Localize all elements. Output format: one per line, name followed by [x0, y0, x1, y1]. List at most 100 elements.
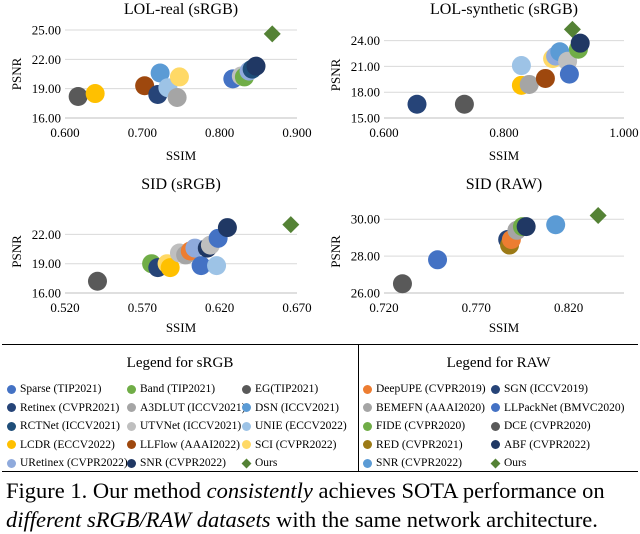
legend-label: DSN (ICCV2021) — [255, 401, 340, 414]
legend-label: SNR (CVPR2022) — [376, 457, 462, 469]
chart-2: LOL-synthetic (sRGB) 15.00 18.00 21.00 24.00… — [328, 1, 639, 163]
srgb-legend-item: DSN (ICCV2021) — [242, 402, 339, 414]
legend-label: LLPackNet (BMVC2020) — [504, 401, 625, 414]
legend-label: A3DLUT (ICCV2021) — [140, 401, 246, 414]
circle-marker-icon — [127, 458, 136, 468]
circle-marker-icon — [7, 458, 16, 468]
circle-marker-icon — [127, 440, 136, 449]
y-tick-label: 25.00 — [32, 23, 61, 38]
circle-marker-icon — [127, 384, 136, 394]
data-point — [428, 250, 448, 270]
circle-marker-icon — [7, 403, 16, 412]
data-point — [546, 215, 566, 235]
srgb-legend-item: SCI (CVPR2022) — [242, 439, 336, 451]
circle-marker-icon — [127, 403, 136, 412]
x-axis-label: SSIM — [166, 148, 197, 163]
data-point — [519, 74, 539, 94]
legend-label: UNIE (ECCV2022) — [255, 420, 347, 432]
y-tick-label: 16.00 — [32, 286, 61, 301]
data-point — [559, 64, 579, 84]
circle-marker-icon — [127, 421, 136, 431]
data-point — [407, 94, 427, 114]
chart-title: SID (sRGB) — [141, 176, 221, 193]
legend-panel: Legend for sRGB Legend for RAW Sparse (T… — [2, 344, 638, 472]
diamond-marker-icon — [241, 458, 252, 468]
caption-middle: achieves SOTA performance on — [312, 478, 605, 503]
srgb-legend-item: EG(TIP2021) — [242, 383, 318, 395]
circle-marker-icon — [491, 440, 500, 449]
raw-legend-item: ABF (CVPR2022) — [491, 439, 590, 451]
circle-marker-icon — [491, 384, 500, 394]
y-tick-label: 24.00 — [351, 33, 380, 48]
srgb-legend-item: LLFlow (AAAI2022) — [127, 439, 240, 451]
x-tick-label: 0.620 — [205, 300, 234, 315]
circle-marker-icon — [7, 440, 16, 449]
chart-3: SID (sRGB) 16.00 19.00 22.00 0.520 0.570 0.620… — [9, 176, 312, 335]
caption-suffix: with the same network architecture. — [270, 507, 598, 532]
x-axis-label: SSIM — [489, 148, 520, 163]
y-axis-label: PSNR — [328, 235, 343, 268]
x-tick-label: 0.520 — [50, 300, 79, 315]
y-tick-label: 28.00 — [351, 249, 380, 264]
legend-srgb-title: Legend for sRGB — [126, 355, 234, 371]
circle-marker-icon — [242, 384, 251, 394]
srgb-legend-item: UNIE (ECCV2022) — [242, 420, 347, 432]
legend-label: ABF (CVPR2022) — [504, 438, 590, 451]
data-point — [246, 56, 266, 76]
caption-prefix: Figure 1. Our method — [6, 478, 207, 503]
data-point — [87, 271, 107, 291]
y-tick-label: 18.00 — [351, 85, 380, 100]
circle-marker-icon — [7, 384, 16, 394]
chart-1: LOL-real (sRGB) 16.00 19.00 22.00 25.00 0.600… — [9, 1, 312, 163]
legend-label: Sparse (TIP2021) — [20, 383, 102, 395]
data-point — [217, 218, 237, 238]
legend-label: Ours — [504, 457, 527, 469]
circle-marker-icon — [363, 403, 372, 412]
data-point — [454, 94, 474, 114]
x-tick-label: 0.720 — [369, 300, 398, 315]
raw-legend-item: LLPackNet (BMVC2020) — [491, 402, 624, 414]
srgb-legend-item: Ours — [241, 457, 277, 469]
legend-label: URetinex (CVPR2022) — [20, 457, 128, 469]
data-point — [169, 67, 189, 87]
circle-marker-icon — [7, 421, 16, 431]
raw-legend-item: SGN (ICCV2019) — [491, 383, 588, 395]
circle-marker-icon — [363, 458, 372, 468]
chart-title: LOL-synthetic (sRGB) — [430, 1, 578, 18]
data-point — [68, 86, 88, 106]
x-tick-label: 0.700 — [128, 125, 157, 140]
legend-label: Retinex (CVPR2021) — [20, 401, 120, 414]
x-tick-label: 0.600 — [50, 125, 79, 140]
srgb-legend-item: SNR (CVPR2022) — [127, 457, 226, 469]
circle-marker-icon — [363, 421, 372, 431]
legend-label: RCTNet (ICCV2021) — [20, 420, 120, 432]
srgb-legend-item: Sparse (TIP2021) — [7, 383, 101, 395]
legend-label: EG(TIP2021) — [255, 383, 319, 395]
chart-title: SID (RAW) — [466, 176, 542, 193]
y-tick-label: 16.00 — [32, 111, 61, 126]
data-point — [150, 63, 170, 83]
x-tick-label: 0.800 — [205, 125, 234, 140]
data-point — [167, 87, 187, 107]
caption-emphasis-1: consistently — [206, 478, 313, 503]
data-point — [511, 56, 531, 76]
data-point — [392, 274, 412, 294]
x-tick-label: 0.670 — [282, 300, 311, 315]
legend-raw-title: Legend for RAW — [446, 355, 551, 371]
circle-marker-icon — [491, 421, 500, 431]
legend-label: UTVNet (ICCV2021) — [140, 420, 242, 432]
y-axis-label: PSNR — [9, 235, 24, 268]
legend-label: LLFlow (AAAI2022) — [140, 438, 240, 451]
y-tick-label: 30.00 — [351, 212, 380, 227]
legend-label: BEMEFN (AAAI2020) — [376, 401, 485, 414]
raw-legend-item: DeepUPE (CVPR2019) — [363, 383, 486, 395]
data-point-ours — [563, 20, 581, 38]
data-point-ours — [263, 25, 281, 43]
legend-label: FIDE (CVPR2020) — [376, 420, 466, 432]
srgb-legend-item: UTVNet (ICCV2021) — [127, 420, 241, 432]
data-point — [570, 33, 590, 53]
circle-marker-icon — [363, 440, 372, 449]
y-axis-label: PSNR — [9, 57, 24, 90]
circle-marker-icon — [363, 384, 372, 394]
legend-label: SCI (CVPR2022) — [255, 438, 337, 451]
